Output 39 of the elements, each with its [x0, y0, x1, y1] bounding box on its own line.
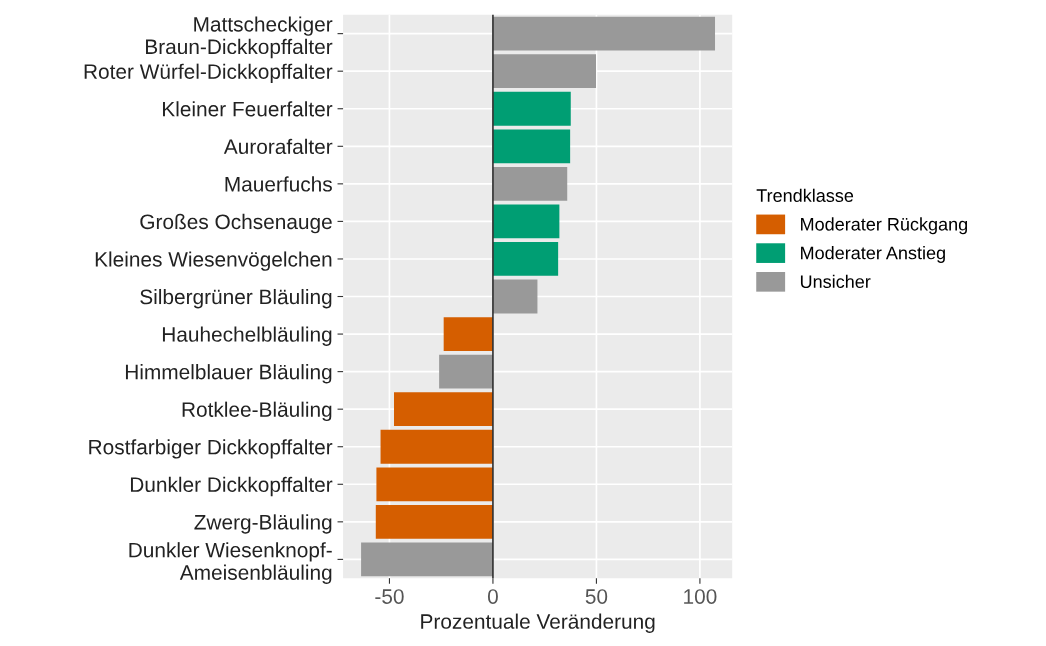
x-tick-label: 100 [684, 589, 717, 604]
y-tick-label: Großes Ochsenauge [140, 213, 332, 234]
bar [439, 354, 493, 389]
y-tick-label: Silbergrüner Bläuling [140, 288, 332, 309]
bar [492, 279, 538, 314]
y-tick-label: Roter Würfel-Dickkopffalter [84, 63, 333, 84]
bar [443, 317, 493, 351]
bar [376, 467, 493, 502]
y-tick-label: Zwerg-Bläuling [194, 514, 332, 534]
legend-label: Moderater Anstieg [801, 246, 945, 263]
y-tick-label: Rostfarbiger Dickkopffalter [89, 439, 333, 459]
legend-label: Unsicher [800, 274, 871, 289]
y-tick-label: Himmelblauer Bläuling [125, 364, 332, 384]
y-tick-label: Dunkler Wiesenknopf- Ameisenbläuling [129, 542, 332, 584]
x-axis-title: Prozentuale Veränderung [421, 613, 655, 633]
y-tick-label: Rotklee-Bläuling [182, 401, 332, 422]
y-tick-label: Kleiner Feuerfalter [163, 101, 333, 117]
y-tick-label: Kleines Wiesenvögelchen [95, 251, 332, 271]
bar [492, 54, 597, 89]
x-tick-label: 0 [487, 589, 498, 604]
bar [492, 91, 571, 126]
bar [492, 16, 716, 51]
bar [492, 166, 568, 201]
legend-label: Moderater Rückgang [801, 217, 968, 235]
bar [492, 242, 559, 276]
y-tick-label: Aurorafalter [223, 138, 333, 155]
bar [394, 392, 493, 427]
y-tick-label: Mattscheckiger Braun-Dickkopffalter [146, 16, 333, 59]
y-tick-label: Mauerfuchs [225, 176, 332, 192]
bar [375, 504, 493, 539]
x-tick-label: -50 [375, 589, 404, 604]
x-tick-label: 50 [585, 589, 608, 604]
y-tick-label: Dunkler Dickkopffalter [130, 476, 333, 497]
y-tick-label: Hauhechelbläuling [162, 326, 332, 346]
bar [492, 129, 571, 164]
legend-title: Trendklasse [756, 188, 854, 202]
bar [380, 429, 493, 464]
bar [492, 204, 560, 239]
bar [361, 542, 493, 577]
